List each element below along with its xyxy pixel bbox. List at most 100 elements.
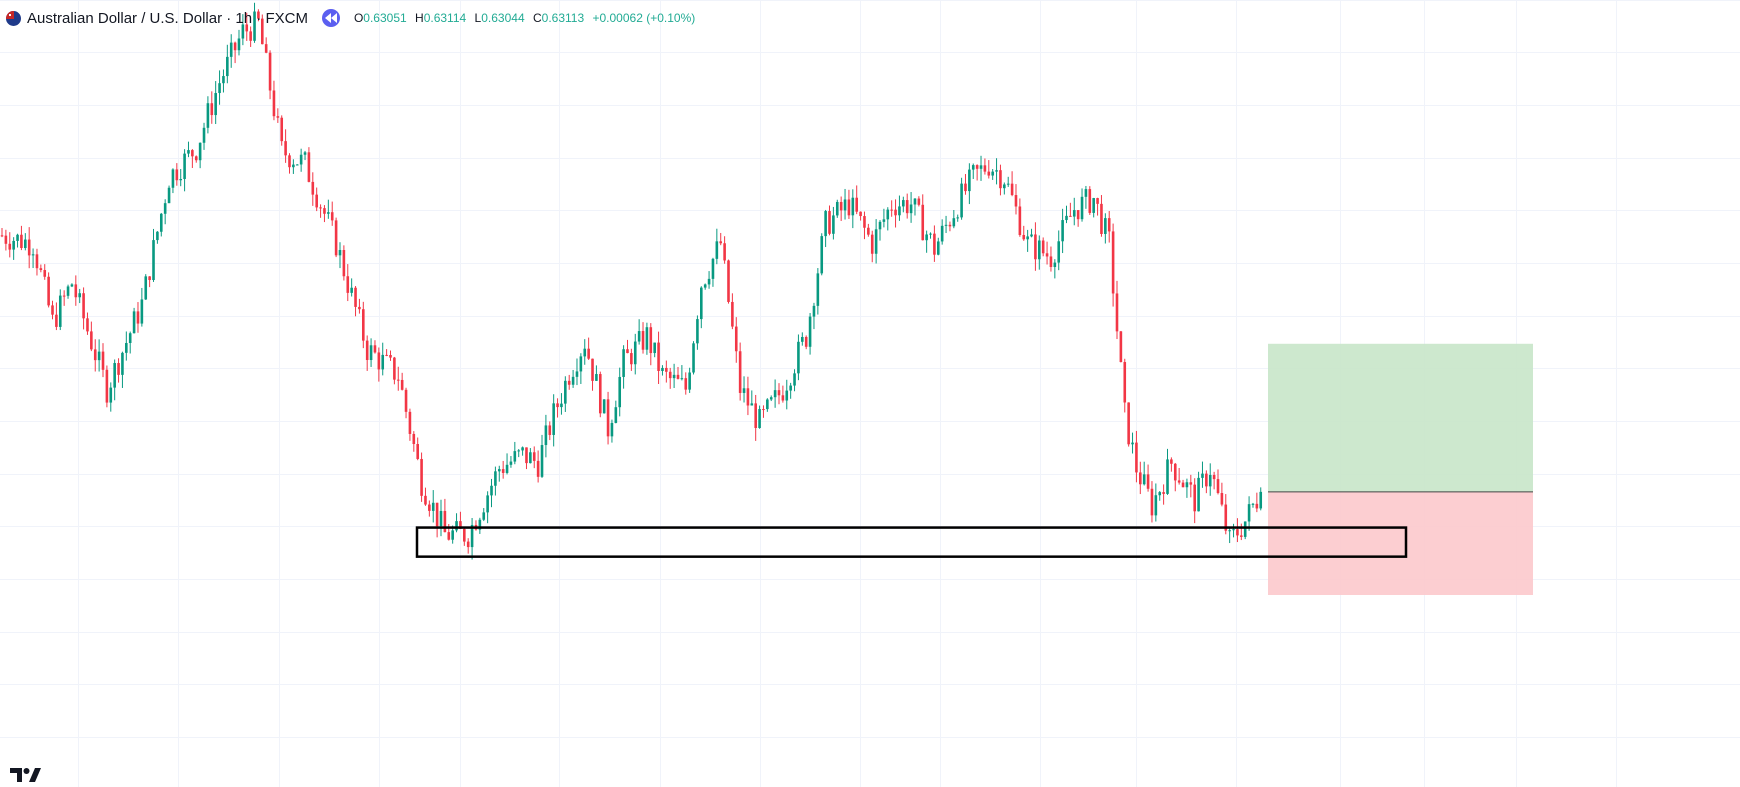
candle-body — [583, 348, 587, 357]
candle-body — [338, 249, 342, 256]
candle-body — [470, 524, 474, 548]
candle-body — [132, 311, 136, 334]
candle-body — [78, 293, 81, 298]
candle-body — [614, 407, 618, 423]
candle-body — [315, 194, 318, 208]
candle-body — [874, 229, 878, 254]
candle-body — [890, 209, 893, 211]
candle-body — [183, 153, 186, 180]
candle-body — [952, 218, 956, 227]
candle-body — [109, 387, 113, 403]
candle-body — [692, 343, 695, 373]
candle-body — [431, 502, 435, 511]
candle-body — [1193, 484, 1196, 512]
candle-body — [295, 164, 299, 166]
candle-body — [307, 152, 311, 182]
candle-body — [731, 301, 734, 327]
candle-body — [1232, 529, 1235, 531]
change-value: +0.00062 (+0.10%) — [592, 11, 696, 25]
candle-body — [1185, 482, 1189, 488]
candle-body — [253, 11, 256, 41]
candle-body — [1088, 189, 1092, 213]
candle-body — [156, 231, 159, 241]
candle-body — [1208, 474, 1212, 487]
candle-body — [940, 225, 944, 242]
candle-body — [466, 541, 470, 548]
candle-body — [734, 326, 738, 352]
tradingview-logo-icon[interactable] — [10, 768, 42, 782]
candle-body — [894, 209, 897, 216]
candle-body — [1107, 218, 1111, 232]
candle-body — [1177, 480, 1181, 483]
candle-body — [31, 254, 35, 256]
candle-body — [665, 367, 668, 372]
candle-body — [839, 201, 843, 211]
candle-body — [820, 236, 824, 274]
candle-body — [175, 169, 179, 181]
candle-body — [641, 331, 645, 350]
candle-body — [159, 213, 163, 232]
candle-body — [0, 235, 4, 237]
candle-body — [548, 425, 552, 435]
candle-body — [769, 397, 773, 400]
candle-body — [610, 422, 614, 437]
candle-body — [544, 425, 548, 446]
candle-body — [276, 116, 280, 118]
candle-body — [1045, 253, 1049, 257]
replay-rewind-icon[interactable] — [321, 9, 340, 27]
candle-body — [936, 241, 940, 255]
candle-body — [1096, 198, 1099, 204]
candle-body — [509, 461, 513, 465]
candle-body — [1049, 256, 1053, 267]
exchange-label: FXCM — [265, 9, 308, 27]
candle-body — [39, 268, 43, 271]
candle-body — [284, 141, 287, 156]
candle-body — [595, 374, 598, 381]
candle-body — [486, 495, 489, 513]
candle-body — [661, 367, 664, 371]
candle-body — [560, 403, 563, 408]
candle-body — [1018, 206, 1022, 235]
candle-body — [944, 224, 948, 226]
timeframe-label[interactable]: 1h — [235, 9, 253, 27]
candle-body — [1146, 474, 1150, 489]
candle-body — [74, 284, 78, 298]
candle-body — [1065, 215, 1068, 221]
candle-body — [1053, 262, 1057, 267]
candle-body — [408, 411, 412, 434]
candle-body — [334, 220, 338, 256]
candle-body — [1080, 196, 1084, 220]
candle-body — [125, 342, 128, 353]
candle-body — [191, 150, 194, 157]
candle-body — [921, 204, 925, 241]
candle-body — [703, 284, 707, 288]
candle-body — [1142, 474, 1146, 485]
candle-body — [288, 155, 291, 168]
candle-body — [591, 358, 594, 381]
low-label: L — [474, 11, 482, 25]
candle-body — [439, 510, 443, 527]
candle-body — [144, 276, 148, 300]
candle-body — [882, 219, 886, 222]
candle-body — [1181, 482, 1185, 488]
candle-body — [365, 340, 369, 361]
candle-body — [350, 287, 353, 293]
candle-body — [62, 295, 66, 297]
candle-body — [299, 154, 303, 165]
candle-body — [272, 90, 276, 117]
candle-body — [51, 305, 54, 315]
candle-body — [715, 241, 719, 259]
candle-body — [832, 215, 835, 234]
candle-body — [105, 369, 109, 403]
candle-body — [1154, 495, 1158, 516]
stop-loss-zone — [1268, 491, 1533, 595]
legend-separator: · — [222, 9, 236, 27]
candle-body — [711, 258, 715, 279]
open-value: 0.63051 — [363, 11, 407, 25]
candle-body — [1061, 220, 1064, 242]
candle-body — [637, 331, 641, 342]
candle-body — [653, 342, 656, 354]
symbol-name[interactable]: Australian Dollar / U.S. Dollar — [27, 9, 223, 27]
candle-body — [8, 243, 12, 250]
